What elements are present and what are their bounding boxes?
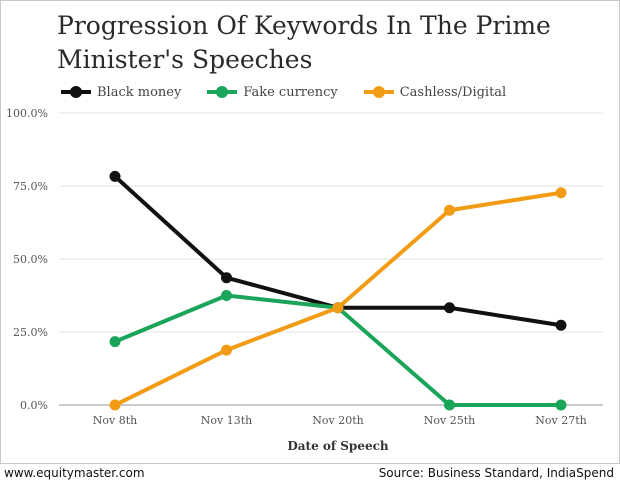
chart-title: Progression Of Keywords In The Prime Min… (57, 11, 551, 74)
x-tick-label: Nov 25th (424, 414, 475, 427)
data-point-series-0 (109, 170, 121, 182)
data-point-series-1 (221, 290, 232, 301)
data-point-series-2 (109, 399, 121, 411)
footer-source: Source: Business Standard, IndiaSpend (378, 466, 614, 480)
x-tick-label: Nov 27th (535, 414, 586, 427)
series-line-2 (113, 190, 563, 407)
legend-label-cashless-digital: Cashless/Digital (399, 84, 507, 100)
data-point-series-2 (332, 302, 344, 314)
x-tick-label: Nov 20th (312, 414, 363, 427)
legend-label-fake-currency: Fake currency (243, 84, 338, 100)
data-point-series-2 (555, 187, 567, 199)
chart-legend: Black money Fake currency Cashless/Digit… (61, 81, 532, 103)
data-point-series-1 (109, 336, 121, 348)
y-tick-label: 75.0% (13, 180, 48, 193)
legend-label-black-money: Black money (97, 84, 182, 100)
legend-item-fake-currency: Fake currency (207, 84, 338, 100)
legend-swatch-cashless-digital (363, 86, 394, 98)
line-chart-plot: 0.0% 25.0% 50.0% 75.0% 100.0% Nov 8th Nov 13th… (6, 107, 603, 453)
data-point-series-0 (555, 319, 567, 331)
y-tick-label: 50.0% (13, 253, 48, 266)
data-point-series-0 (221, 272, 232, 284)
chart-frame: Progression Of Keywords In The Prime Min… (0, 0, 620, 464)
x-axis-title: Date of Speech (287, 439, 389, 453)
legend-item-cashless-digital: Cashless/Digital (363, 84, 507, 100)
data-point-series-2 (221, 344, 232, 356)
footer-site: www.equitymaster.com (4, 466, 145, 480)
data-point-series-2 (444, 204, 455, 216)
footer: www.equitymaster.com Source: Business St… (0, 464, 620, 484)
legend-swatch-black-money (61, 86, 91, 98)
x-tick-label: Nov 8th (93, 414, 137, 427)
legend-item-black-money: Black money (61, 85, 181, 100)
data-point-series-0 (444, 302, 455, 314)
y-tick-label: 100.0% (6, 107, 48, 120)
y-tick-label: 0.0% (20, 399, 48, 412)
x-tick-label: Nov 13th (201, 414, 252, 427)
data-point-series-1 (444, 399, 455, 411)
legend-swatch-fake-currency (207, 86, 238, 98)
y-tick-label: 25.0% (13, 326, 48, 339)
data-point-series-1 (555, 399, 567, 411)
